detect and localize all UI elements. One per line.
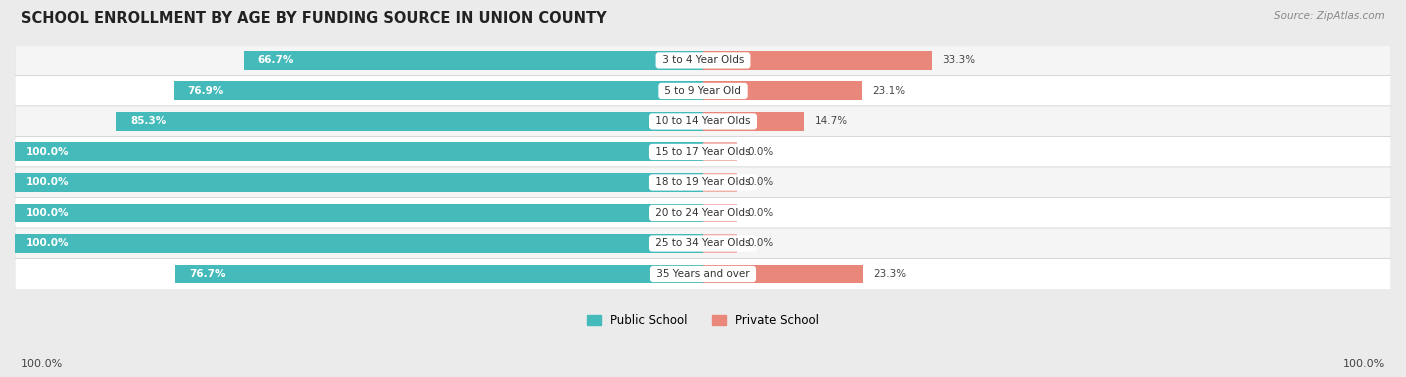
- Text: 76.7%: 76.7%: [188, 269, 225, 279]
- FancyBboxPatch shape: [15, 167, 1391, 198]
- Bar: [703, 51, 932, 70]
- Text: 66.7%: 66.7%: [257, 55, 294, 66]
- Bar: [703, 204, 737, 222]
- Bar: [15, 204, 703, 222]
- Bar: [703, 173, 737, 192]
- Bar: [703, 265, 863, 284]
- Text: 100.0%: 100.0%: [25, 239, 69, 248]
- FancyBboxPatch shape: [15, 45, 1391, 76]
- Text: 15 to 17 Year Olds: 15 to 17 Year Olds: [652, 147, 754, 157]
- Text: 35 Years and over: 35 Years and over: [652, 269, 754, 279]
- Text: 0.0%: 0.0%: [748, 178, 773, 187]
- Text: 3 to 4 Year Olds: 3 to 4 Year Olds: [658, 55, 748, 66]
- Text: 0.0%: 0.0%: [748, 147, 773, 157]
- Text: 33.3%: 33.3%: [942, 55, 976, 66]
- Text: 0.0%: 0.0%: [748, 208, 773, 218]
- FancyBboxPatch shape: [15, 259, 1391, 290]
- Text: 10 to 14 Year Olds: 10 to 14 Year Olds: [652, 116, 754, 126]
- Text: 100.0%: 100.0%: [25, 208, 69, 218]
- Bar: [703, 143, 737, 161]
- Text: 85.3%: 85.3%: [129, 116, 166, 126]
- FancyBboxPatch shape: [15, 198, 1391, 228]
- Text: 0.0%: 0.0%: [748, 239, 773, 248]
- Bar: [15, 173, 703, 192]
- Legend: Public School, Private School: Public School, Private School: [586, 314, 820, 327]
- Text: 14.7%: 14.7%: [814, 116, 848, 126]
- Text: 76.9%: 76.9%: [187, 86, 224, 96]
- Text: 23.1%: 23.1%: [872, 86, 905, 96]
- Bar: [703, 112, 804, 131]
- FancyBboxPatch shape: [15, 136, 1391, 167]
- Text: 23.3%: 23.3%: [873, 269, 907, 279]
- Text: 100.0%: 100.0%: [21, 359, 63, 369]
- Bar: [703, 81, 862, 100]
- Bar: [245, 51, 703, 70]
- Text: 25 to 34 Year Olds: 25 to 34 Year Olds: [652, 239, 754, 248]
- Bar: [703, 234, 737, 253]
- Bar: [176, 265, 703, 284]
- Bar: [174, 81, 703, 100]
- Text: SCHOOL ENROLLMENT BY AGE BY FUNDING SOURCE IN UNION COUNTY: SCHOOL ENROLLMENT BY AGE BY FUNDING SOUR…: [21, 11, 607, 26]
- Text: 100.0%: 100.0%: [25, 147, 69, 157]
- Bar: [15, 143, 703, 161]
- FancyBboxPatch shape: [15, 75, 1391, 106]
- FancyBboxPatch shape: [15, 106, 1391, 137]
- Bar: [117, 112, 703, 131]
- FancyBboxPatch shape: [15, 228, 1391, 259]
- Bar: [15, 234, 703, 253]
- Text: Source: ZipAtlas.com: Source: ZipAtlas.com: [1274, 11, 1385, 21]
- Text: 100.0%: 100.0%: [1343, 359, 1385, 369]
- Text: 18 to 19 Year Olds: 18 to 19 Year Olds: [652, 178, 754, 187]
- Text: 20 to 24 Year Olds: 20 to 24 Year Olds: [652, 208, 754, 218]
- Text: 5 to 9 Year Old: 5 to 9 Year Old: [661, 86, 745, 96]
- Text: 100.0%: 100.0%: [25, 178, 69, 187]
